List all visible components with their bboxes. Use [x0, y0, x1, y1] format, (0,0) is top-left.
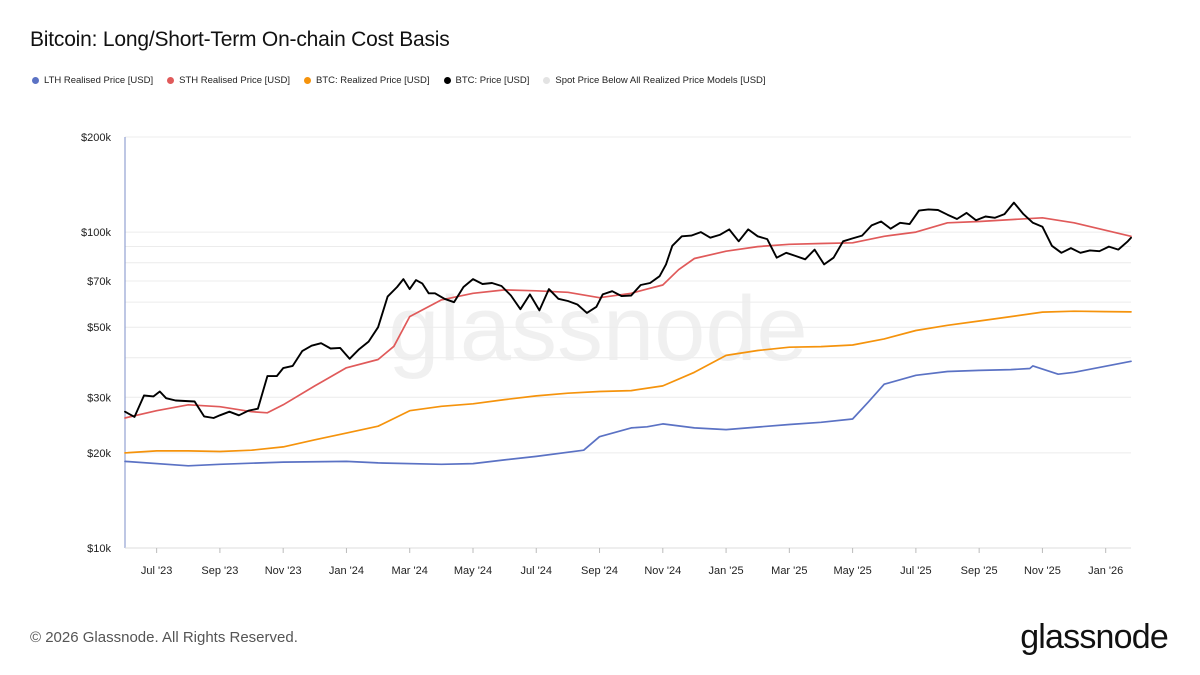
legend-dot-price — [443, 77, 451, 84]
y-tick-label: $30k — [87, 392, 111, 404]
x-tick-label: Jul '24 — [521, 565, 552, 577]
legend-label-realized: BTC: Realized Price [USD] — [315, 75, 430, 86]
y-tick-label: $20k — [87, 448, 111, 460]
legend-label-lth: LTH Realised Price [USD] — [44, 75, 154, 86]
x-tick-label: Jan '25 — [708, 565, 743, 577]
series-line-price — [124, 201, 1132, 419]
x-tick-label: Nov '25 — [1024, 565, 1061, 577]
x-tick-label: Jan '24 — [329, 565, 364, 577]
x-tick-label: Nov '23 — [265, 565, 302, 577]
series-group — [124, 201, 1132, 467]
copyright-text: © 2026 Glassnode. All Rights Reserved. — [30, 629, 298, 646]
x-tick-label: May '24 — [454, 565, 492, 577]
x-tick-label: Jul '23 — [141, 565, 172, 577]
legend-item-realized[interactable]: BTC: Realized Price [USD] — [303, 75, 430, 86]
x-tick-label: Nov '24 — [644, 565, 681, 577]
chart-title: Bitcoin: Long/Short-Term On-chain Cost B… — [30, 28, 450, 51]
legend-item-spot-below[interactable]: Spot Price Below All Realized Price Mode… — [543, 75, 766, 86]
legend-item-price[interactable]: BTC: Price [USD] — [443, 75, 530, 86]
series-line-realized — [124, 310, 1132, 454]
legend-dot-sth — [167, 77, 175, 84]
y-axis: $10k $20k $30k $50k $70k $100k $200k — [81, 132, 126, 555]
legend-dot-lth — [32, 77, 39, 84]
chart-legend: LTH Realised Price [USD] STH Realised Pr… — [32, 75, 766, 86]
x-tick-label: Sep '24 — [581, 565, 618, 577]
watermark: glassnode — [388, 278, 807, 380]
series-line-sth — [124, 216, 1132, 419]
legend-item-sth[interactable]: STH Realised Price [USD] — [167, 75, 290, 86]
x-tick-label: May '25 — [834, 565, 872, 577]
y-tick-label: $10k — [87, 543, 111, 555]
x-axis: Jul '23 Sep '23 Nov '23 Jan '24 Mar '24 May '… — [125, 547, 1131, 577]
x-tick-label: Mar '24 — [392, 565, 428, 577]
x-tick-label: Sep '23 — [201, 565, 238, 577]
x-tick-label: Mar '25 — [771, 565, 807, 577]
glassnode-logo: glassnode — [1020, 618, 1169, 656]
y-tick-label: $100k — [81, 227, 111, 239]
legend-label-sth: STH Realised Price [USD] — [179, 75, 290, 86]
y-tick-label: $200k — [81, 132, 111, 144]
y-tick-label: $50k — [87, 322, 111, 334]
legend-label-price: BTC: Price [USD] — [455, 75, 530, 86]
legend-dot-realized — [303, 77, 311, 84]
legend-label-spot-below: Spot Price Below All Realized Price Mode… — [555, 75, 766, 86]
legend-dot-spot-below — [543, 77, 551, 84]
x-tick-label: Jul '25 — [900, 565, 931, 577]
legend-item-lth[interactable]: LTH Realised Price [USD] — [32, 75, 153, 86]
y-tick-label: $70k — [87, 276, 111, 288]
x-tick-label: Sep '25 — [961, 565, 998, 577]
series-line-lth — [124, 360, 1132, 467]
x-tick-label: Jan '26 — [1088, 565, 1123, 577]
